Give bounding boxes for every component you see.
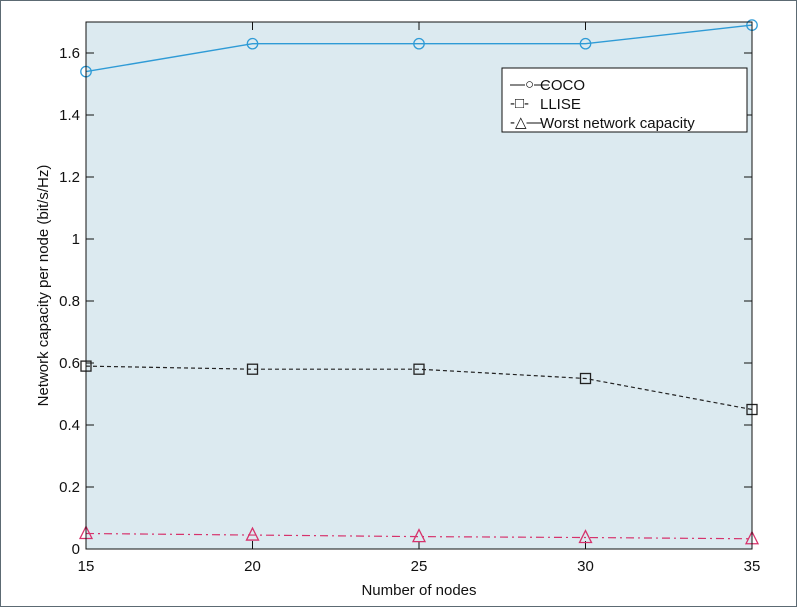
- y-axis-label: Network capacity per node (bit/s/Hz): [35, 165, 52, 407]
- series-line: [85, 365, 753, 411]
- y-tick-label: 0: [72, 541, 80, 558]
- x-tick-label: 15: [78, 558, 95, 575]
- legend-item-llise: -□- LLISE: [510, 95, 581, 113]
- legend-label-llise: LLISE: [540, 96, 581, 113]
- y-tick-label: 0.6: [59, 355, 80, 372]
- legend-label-worst-network-capacity: Worst network capacity: [540, 115, 695, 132]
- y-tick-label: 1.2: [59, 169, 80, 186]
- x-axis-label: Number of nodes: [361, 582, 476, 599]
- x-tick-label: 35: [744, 558, 761, 575]
- data-point: [578, 529, 593, 544]
- x-tick-label: 20: [244, 558, 261, 575]
- data-point: [411, 528, 427, 543]
- y-tick-label: 1: [72, 231, 80, 248]
- x-tick-label: 25: [411, 558, 428, 575]
- series-coco: [80, 19, 758, 78]
- series-line: [85, 532, 753, 540]
- x-tick-label: 30: [577, 558, 594, 575]
- legend-symbol-worst-network-capacity: -△—: [510, 114, 542, 131]
- legend-label-coco: COCO: [540, 77, 585, 94]
- y-tick-label: 1.4: [59, 107, 80, 124]
- y-tick-label: 0.8: [59, 293, 80, 310]
- data-point: [413, 37, 425, 50]
- data-point: [245, 526, 260, 541]
- axes-layer: [85, 21, 753, 550]
- y-tick-label: 0.2: [59, 479, 80, 496]
- legend: —○— COCO -□- LLISE -△— Worst network cap…: [501, 67, 748, 133]
- data-point: [413, 363, 425, 375]
- series-line: [85, 24, 753, 73]
- data-point: [579, 372, 592, 385]
- y-tick-label: 1.6: [59, 45, 80, 62]
- plot-frame: [85, 21, 753, 550]
- legend-item-worst-network-capacity: -△— Worst network capacity: [510, 114, 695, 132]
- data-point: [246, 363, 259, 375]
- y-tick-label: 0.4: [59, 417, 80, 434]
- data-point: [579, 37, 592, 50]
- legend-box: [501, 67, 748, 133]
- legend-symbol-llise: -□-: [510, 95, 529, 112]
- data-point: [246, 37, 259, 50]
- legend-item-coco: —○— COCO: [510, 76, 585, 94]
- legend-symbol-coco: —○—: [510, 76, 549, 93]
